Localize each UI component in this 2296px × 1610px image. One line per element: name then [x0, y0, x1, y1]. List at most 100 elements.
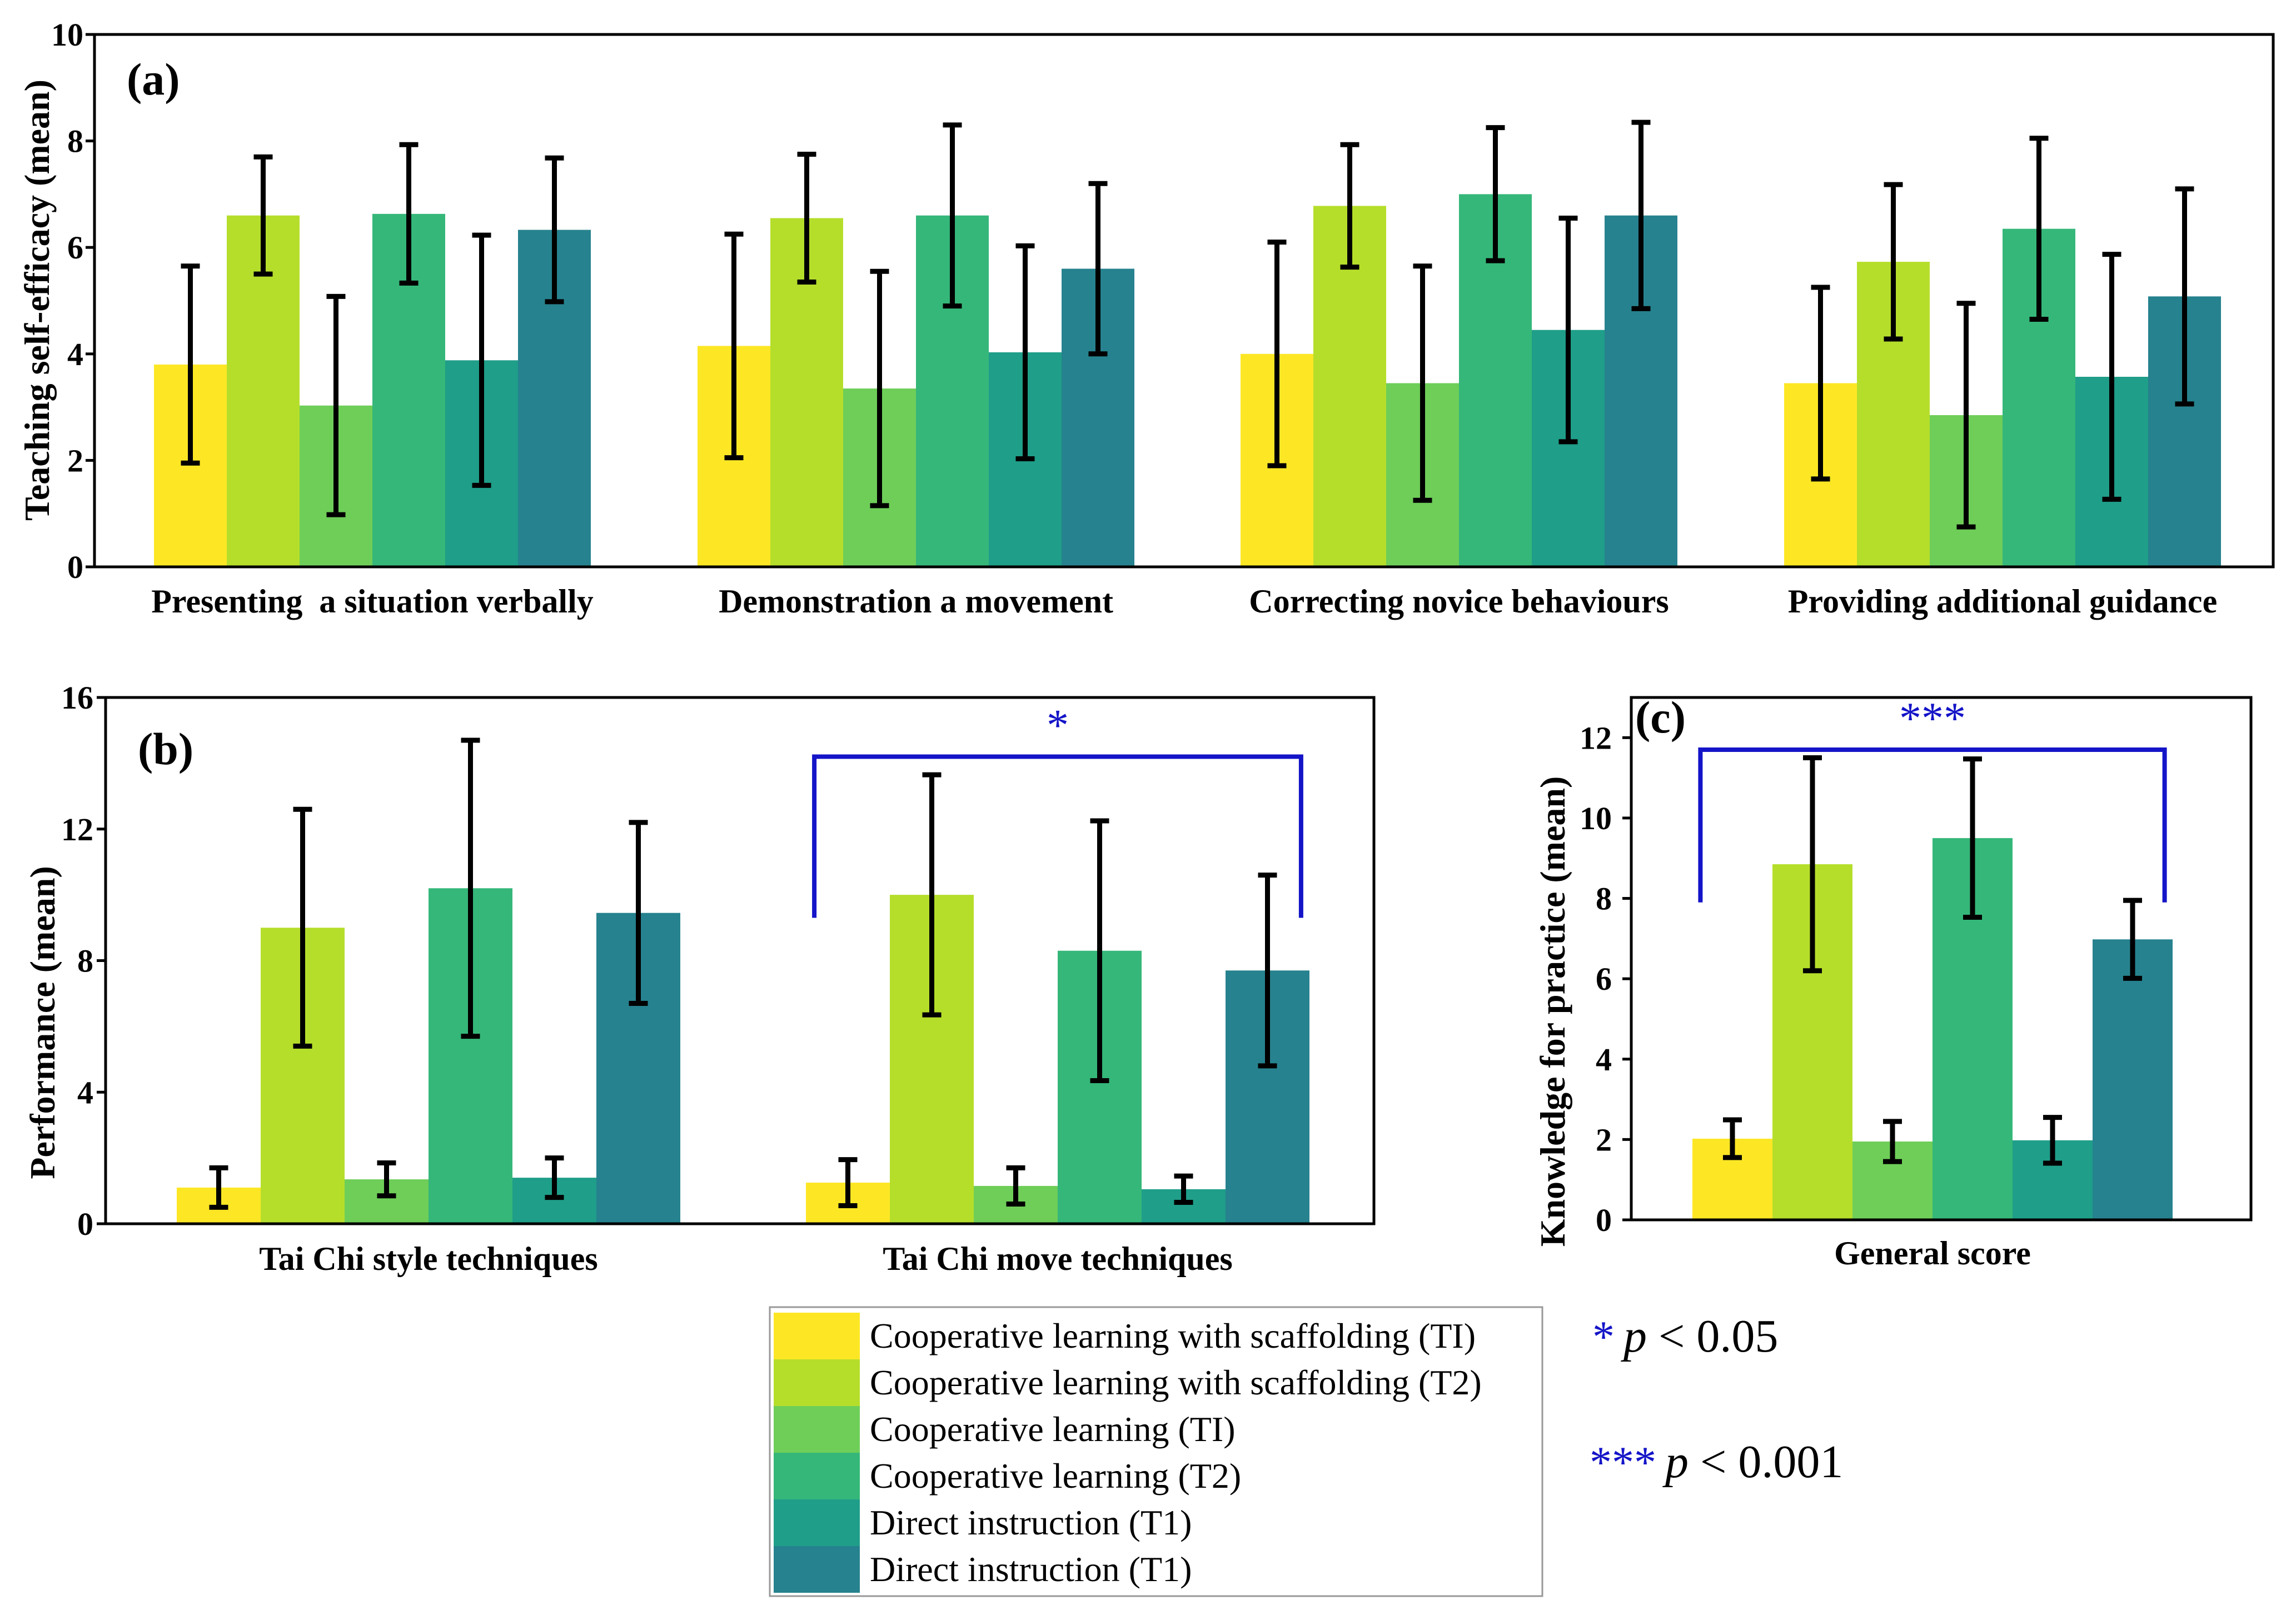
significance-key: * p < 0.05 *** p < 0.001 — [1590, 1310, 1843, 1488]
significance-bracket-c — [1698, 747, 2167, 903]
error-bar-a-g2-s4 — [943, 122, 962, 309]
error-bar-b-g1-s1 — [209, 1165, 228, 1210]
error-bar-a-g1-s5 — [472, 232, 491, 488]
error-bar-a-g3-s2 — [1340, 142, 1359, 270]
legend-label-3: Cooperative learning (TI) — [870, 1409, 1236, 1449]
legend-swatch-2 — [774, 1359, 860, 1406]
error-bar-a-g4-s1 — [1811, 285, 1830, 482]
error-bar-a-g3-s4 — [1486, 125, 1505, 263]
legend-label-2: Cooperative learning with scaffolding (T… — [870, 1363, 1482, 1402]
error-bar-b-g1-s5 — [545, 1155, 564, 1200]
error-bar-b-g2-s6 — [1258, 873, 1277, 1069]
y-tick-label-b-4: 16 — [61, 680, 93, 716]
y-tick-label-b-1: 4 — [77, 1074, 93, 1110]
error-bar-a-g1-s2 — [253, 154, 273, 277]
error-bar-a-g4-s6 — [2175, 186, 2194, 407]
legend-label-1: Cooperative learning with scaffolding (T… — [870, 1316, 1476, 1355]
error-bar-a-g2-s6 — [1088, 181, 1108, 357]
error-bar-a-g2-s1 — [724, 231, 744, 461]
error-bar-c-g1-s1 — [1723, 1117, 1742, 1160]
panel-a-label: (a) — [127, 54, 180, 104]
error-bar-c-g1-s6 — [2123, 898, 2142, 981]
legend-swatch-6 — [774, 1546, 860, 1593]
sig-key-p-1: p — [1621, 1310, 1647, 1362]
y-tick-label-a-2: 4 — [67, 336, 83, 372]
y-tick-label-c-6: 12 — [1580, 720, 1612, 756]
panel-b-y-axis-title: Performance (mean) — [23, 866, 62, 1179]
y-tick-label-b-0: 0 — [77, 1206, 93, 1242]
bar-c-g1-s6 — [2093, 939, 2173, 1220]
error-bar-a-g1-s6 — [545, 155, 564, 305]
sig-key-threshold-1: < 0.05 — [1647, 1310, 1778, 1362]
error-bar-a-g1-s1 — [181, 263, 200, 466]
legend-label-6: Direct instruction (T1) — [870, 1549, 1192, 1589]
significance-key-row-1: * p < 0.05 — [1592, 1310, 1778, 1362]
axes-frame-c — [1630, 696, 2253, 1222]
legend-swatch-1 — [774, 1313, 860, 1359]
category-label-a-2: Demonstration a movement — [719, 583, 1113, 620]
legend-box — [769, 1306, 1543, 1597]
y-tick-label-a-5: 10 — [51, 17, 83, 53]
sig-key-stars-1: * — [1592, 1313, 1615, 1362]
legend-label-5: Direct instruction (T1) — [870, 1503, 1192, 1542]
error-bar-a-g3-s1 — [1267, 240, 1287, 468]
significance-key-row-2: *** p < 0.001 — [1590, 1436, 1843, 1488]
error-bar-b-g2-s4 — [1090, 818, 1109, 1084]
y-tick-label-b-2: 8 — [77, 943, 93, 979]
error-bar-a-g4-s3 — [1956, 301, 1976, 530]
legend-swatch-4 — [774, 1453, 860, 1499]
error-bar-c-g1-s3 — [1883, 1119, 1902, 1164]
error-bar-b-g2-s2 — [922, 772, 942, 1018]
y-tick-label-c-0: 0 — [1596, 1202, 1612, 1238]
error-bar-b-g1-s2 — [293, 806, 312, 1049]
y-tick-label-c-4: 8 — [1596, 881, 1612, 917]
category-label-a-1: Presenting a situation verbally — [151, 583, 594, 620]
error-bar-b-g2-s5 — [1174, 1173, 1193, 1205]
y-tick-label-b-3: 12 — [61, 811, 93, 848]
error-bar-b-g2-s1 — [838, 1157, 858, 1208]
panel-a-y-axis-title: Teaching self-efficacy (mean) — [17, 79, 57, 521]
error-bar-a-g3-s3 — [1413, 263, 1432, 503]
significance-label-c: *** — [1899, 694, 1966, 743]
panel-c-label: (c) — [1635, 692, 1686, 742]
axes-frame-a — [93, 33, 2275, 569]
error-bar-b-g1-s4 — [461, 737, 480, 1039]
error-bar-a-g4-s2 — [1884, 182, 1903, 342]
panel-c-chart: (c) Knowledge for practice (mean) 0 2 4 6 8 1… — [1533, 692, 2253, 1272]
error-bar-b-g1-s3 — [377, 1160, 396, 1199]
error-bar-c-g1-s5 — [2043, 1115, 2062, 1166]
y-tick-label-c-2: 4 — [1596, 1041, 1612, 1078]
sig-key-threshold-2: < 0.001 — [1689, 1436, 1843, 1488]
error-bar-b-g2-s3 — [1006, 1165, 1025, 1207]
category-label-b-1: Tai Chi style techniques — [259, 1240, 598, 1277]
panel-b-label: (b) — [138, 724, 193, 774]
error-bar-a-g1-s3 — [326, 293, 346, 517]
legend-swatch-5 — [774, 1499, 860, 1546]
significance-bracket-b — [812, 754, 1303, 918]
error-bar-b-g1-s6 — [629, 820, 648, 1006]
sig-key-p-2: p — [1662, 1436, 1689, 1488]
panel-c-y-axis-title: Knowledge for practice (mean) — [1533, 776, 1572, 1247]
error-bar-a-g4-s4 — [2029, 136, 2049, 322]
error-bar-a-g2-s3 — [870, 268, 889, 509]
y-tick-label-c-1: 2 — [1596, 1121, 1612, 1158]
significance-label-b: * — [1047, 701, 1069, 750]
error-bar-c-g1-s2 — [1803, 755, 1822, 974]
legend-swatch-3 — [774, 1406, 860, 1453]
panel-b-chart: (b) Performance (mean) 0 4 8 12 16 Tai Chi st… — [23, 680, 1376, 1277]
error-bar-a-g3-s5 — [1558, 216, 1578, 445]
category-label-a-3: Correcting novice behaviours — [1249, 583, 1669, 620]
error-bar-a-g4-s5 — [2102, 252, 2121, 502]
y-tick-label-a-3: 6 — [67, 230, 83, 266]
error-bar-c-g1-s4 — [1963, 756, 1982, 920]
legend: Cooperative learning with scaffolding (T… — [769, 1306, 1543, 1597]
y-tick-label-a-1: 2 — [67, 442, 83, 478]
category-label-b-2: Tai Chi move techniques — [883, 1240, 1233, 1277]
y-tick-label-a-4: 8 — [67, 123, 83, 159]
y-tick-label-c-3: 6 — [1596, 961, 1612, 997]
category-label-c-1: General score — [1834, 1235, 2031, 1272]
category-label-a-4: Providing additional guidance — [1788, 583, 2217, 620]
legend-label-4: Cooperative learning (T2) — [870, 1456, 1241, 1496]
error-bar-a-g1-s4 — [399, 142, 419, 286]
